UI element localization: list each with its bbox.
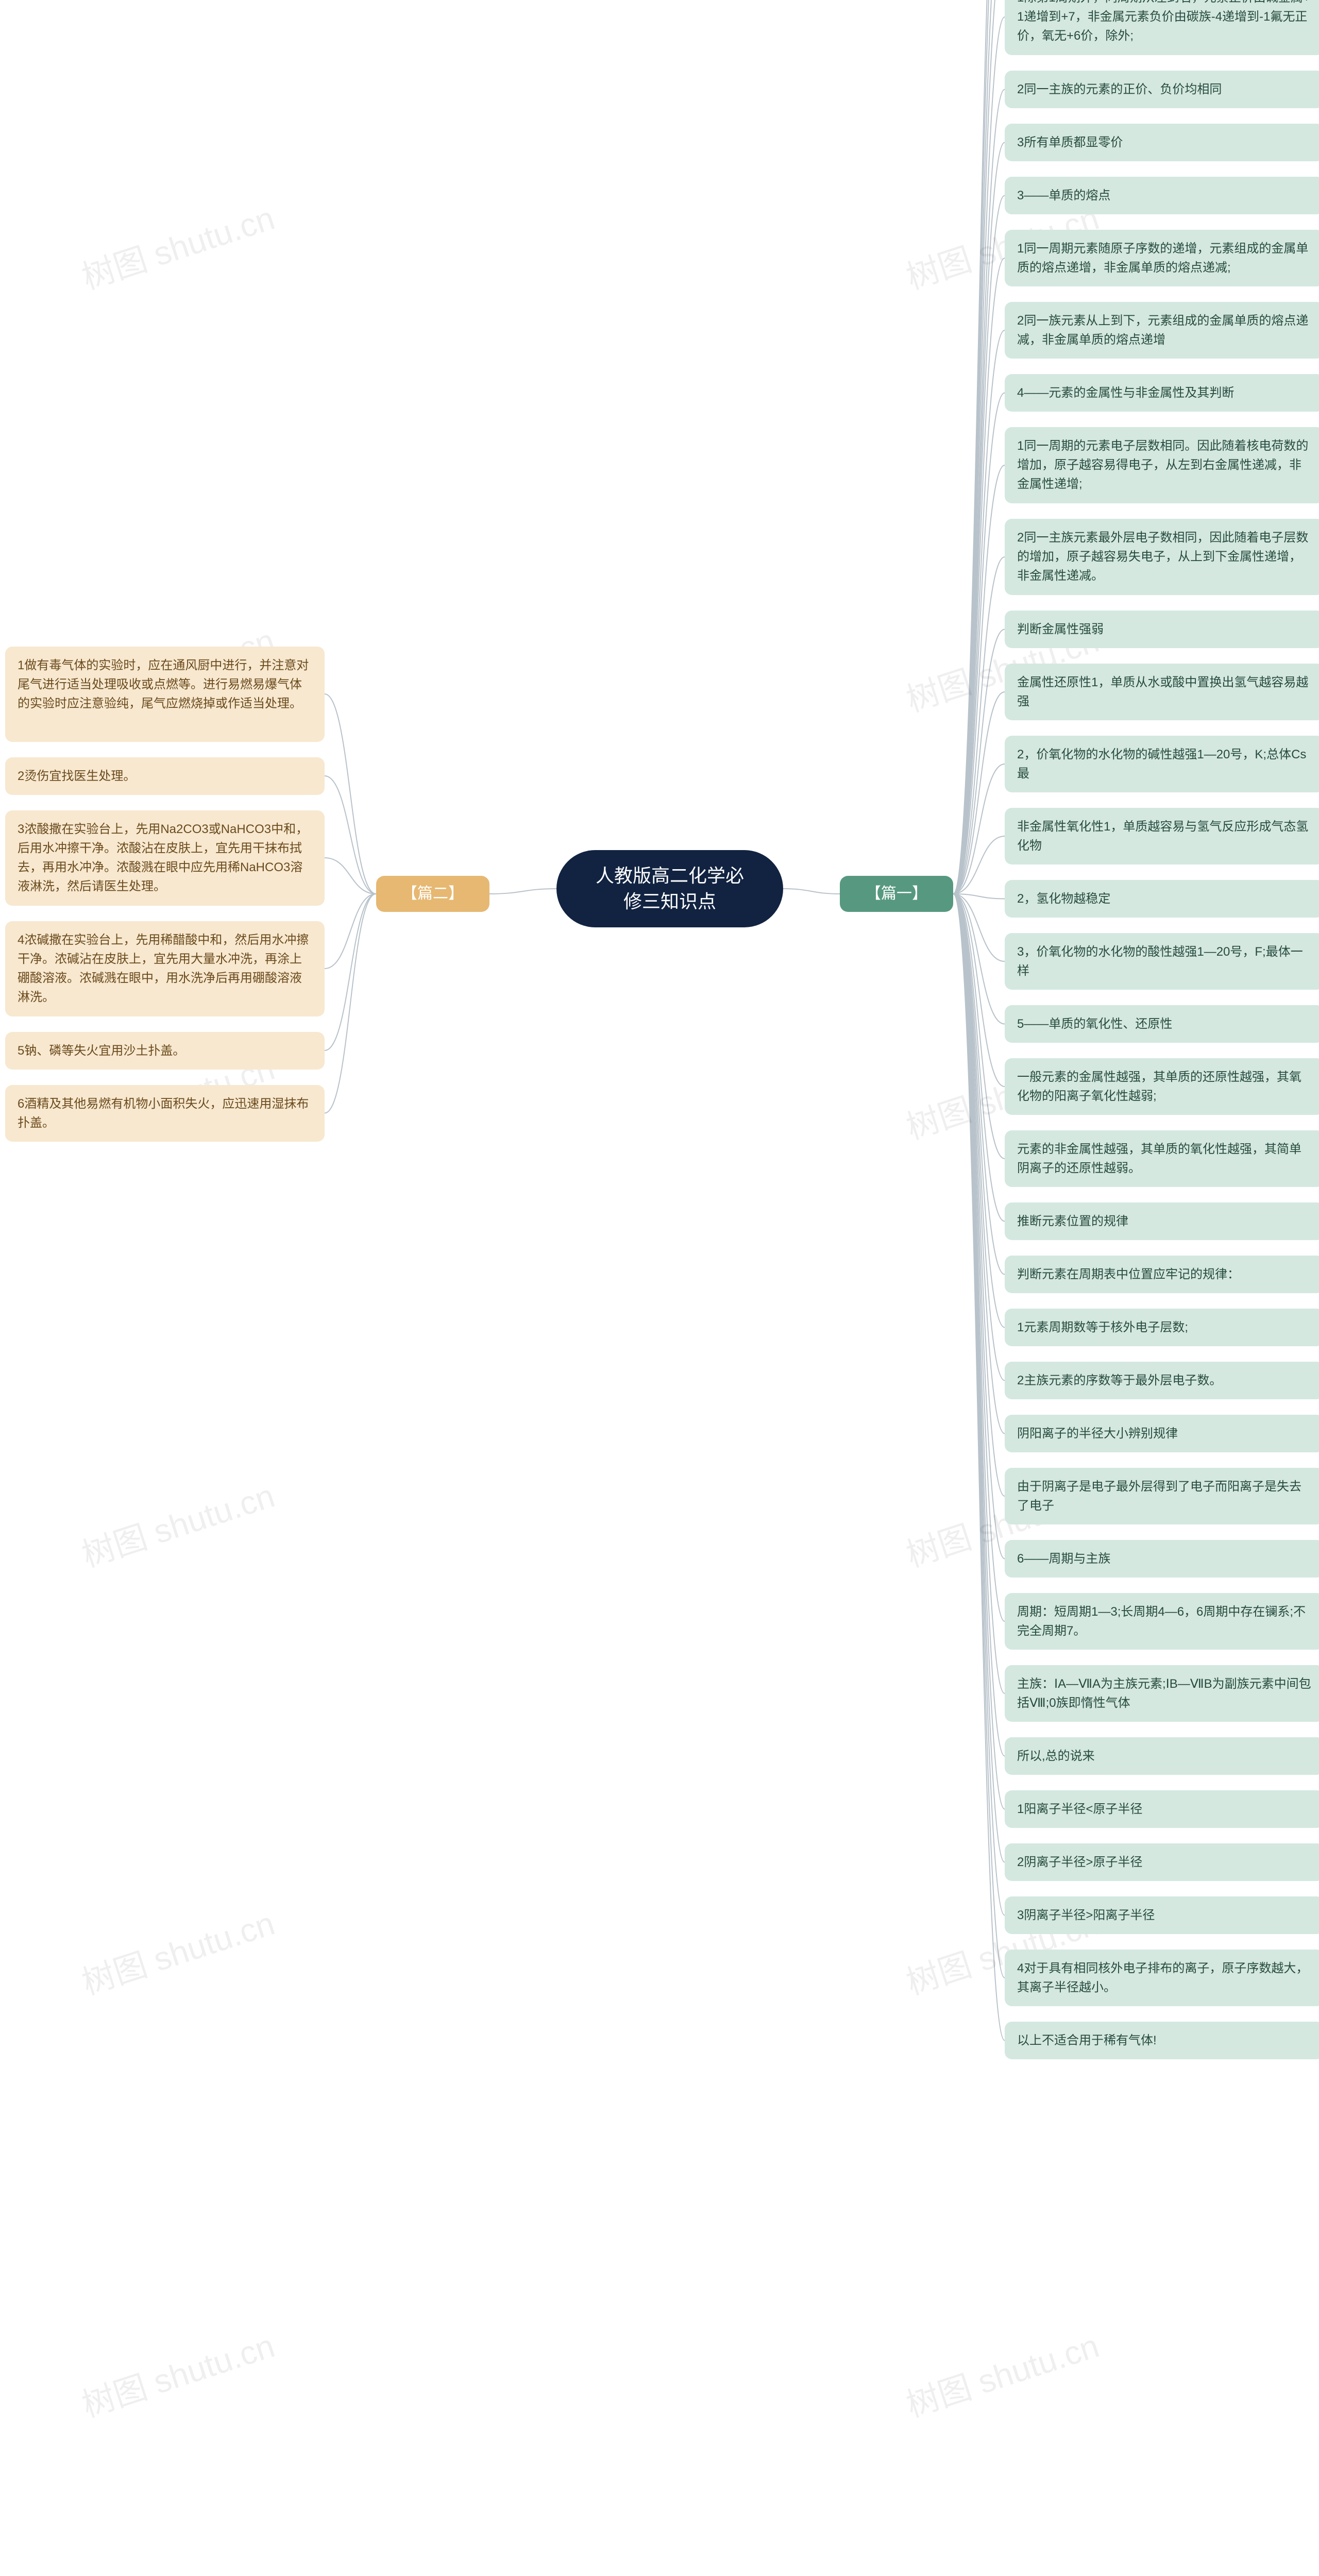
leaf-node: 1除第1周期外，同周期从左到右，元素正价由碱金属+1递增到+7，非金属元素负价由…	[1005, 0, 1319, 55]
leaf-node: 2主族元素的序数等于最外层电子数。	[1005, 1362, 1319, 1399]
leaf-node: 2，氢化物越稳定	[1005, 880, 1319, 918]
leaf-node: 2同一主族的元素的正价、负价均相同	[1005, 71, 1319, 108]
leaf-node: 3浓酸撒在实验台上，先用Na2CO3或NaHCO3中和，后用水冲擦干净。浓酸沾在…	[5, 810, 325, 906]
leaf-node: 阴阳离子的半径大小辨别规律	[1005, 1415, 1319, 1452]
branch-label: 【篇一】	[866, 883, 927, 905]
leaf-node: 4浓碱撒在实验台上，先用稀醋酸中和，然后用水冲擦干净。浓碱沾在皮肤上，宜先用大量…	[5, 921, 325, 1016]
watermark: 树图 shutu.cn	[900, 2319, 1104, 2426]
watermark: 树图 shutu.cn	[75, 192, 280, 298]
leaf-node: 1同一周期元素随原子序数的递增，元素组成的金属单质的熔点递增，非金属单质的熔点递…	[1005, 230, 1319, 286]
leaf-node: 一般元素的金属性越强，其单质的还原性越强，其氧化物的阳离子氧化性越弱;	[1005, 1058, 1319, 1115]
leaf-node: 2同一主族元素最外层电子数相同，因此随着电子层数的增加，原子越容易失电子，从上到…	[1005, 519, 1319, 595]
leaf-node: 1做有毒气体的实验时，应在通风厨中进行，并注意对尾气进行适当处理吸收或点燃等。进…	[5, 647, 325, 742]
leaf-node: 1同一周期的元素电子层数相同。因此随着核电荷数的增加，原子越容易得电子，从左到右…	[1005, 427, 1319, 503]
watermark: 树图 shutu.cn	[75, 1469, 280, 1576]
leaf-node: 判断元素在周期表中位置应牢记的规律：	[1005, 1256, 1319, 1293]
leaf-node: 5钠、磷等失火宜用沙土扑盖。	[5, 1032, 325, 1070]
leaf-node: 周期：短周期1—3;长周期4—6，6周期中存在镧系;不完全周期7。	[1005, 1593, 1319, 1650]
leaf-node: 5——单质的氧化性、还原性	[1005, 1005, 1319, 1043]
leaf-node: 以上不适合用于稀有气体!	[1005, 2022, 1319, 2059]
leaf-node: 2阴离子半径>原子半径	[1005, 1843, 1319, 1881]
leaf-node: 6酒精及其他易燃有机物小面积失火，应迅速用湿抹布扑盖。	[5, 1085, 325, 1142]
leaf-node: 3所有单质都显零价	[1005, 124, 1319, 161]
leaf-node: 1元素周期数等于核外电子层数;	[1005, 1309, 1319, 1346]
leaf-node: 元素的非金属性越强，其单质的氧化性越强，其简单阴离子的还原性越弱。	[1005, 1130, 1319, 1187]
leaf-node: 3阴离子半径>阳离子半径	[1005, 1896, 1319, 1934]
leaf-node: 2，价氧化物的水化物的碱性越强1—20号，K;总体Cs最	[1005, 736, 1319, 792]
leaf-node: 3——单质的熔点	[1005, 177, 1319, 214]
leaf-node: 2烫伤宜找医生处理。	[5, 757, 325, 795]
center-node: 人教版高二化学必修三知识点	[556, 850, 783, 927]
leaf-node: 判断金属性强弱	[1005, 611, 1319, 648]
branch-b2: 【篇二】	[376, 876, 489, 912]
center-label: 人教版高二化学必修三知识点	[587, 863, 752, 915]
leaf-node: 3，价氧化物的水化物的酸性越强1—20号，F;最体一样	[1005, 933, 1319, 990]
watermark: 树图 shutu.cn	[75, 2319, 280, 2426]
leaf-node: 1阳离子半径<原子半径	[1005, 1790, 1319, 1828]
branch-b1: 【篇一】	[840, 876, 953, 912]
leaf-node: 由于阴离子是电子最外层得到了电子而阳离子是失去了电子	[1005, 1468, 1319, 1524]
leaf-node: 推断元素位置的规律	[1005, 1202, 1319, 1240]
leaf-node: 所以,总的说来	[1005, 1737, 1319, 1775]
branch-label: 【篇二】	[402, 883, 464, 905]
leaf-node: 2同一族元素从上到下，元素组成的金属单质的熔点递减，非金属单质的熔点递增	[1005, 302, 1319, 359]
leaf-node: 主族：ⅠA—ⅦA为主族元素;ⅠB—ⅦB为副族元素中间包括Ⅷ;0族即惰性气体	[1005, 1665, 1319, 1722]
leaf-node: 4——元素的金属性与非金属性及其判断	[1005, 374, 1319, 412]
leaf-node: 非金属性氧化性1，单质越容易与氢气反应形成气态氢化物	[1005, 808, 1319, 865]
leaf-node: 6——周期与主族	[1005, 1540, 1319, 1578]
leaf-node: 4对于具有相同核外电子排布的离子，原子序数越大，其离子半径越小。	[1005, 1950, 1319, 2006]
watermark: 树图 shutu.cn	[75, 1897, 280, 2004]
leaf-node: 金属性还原性1，单质从水或酸中置换出氢气越容易越强	[1005, 664, 1319, 720]
